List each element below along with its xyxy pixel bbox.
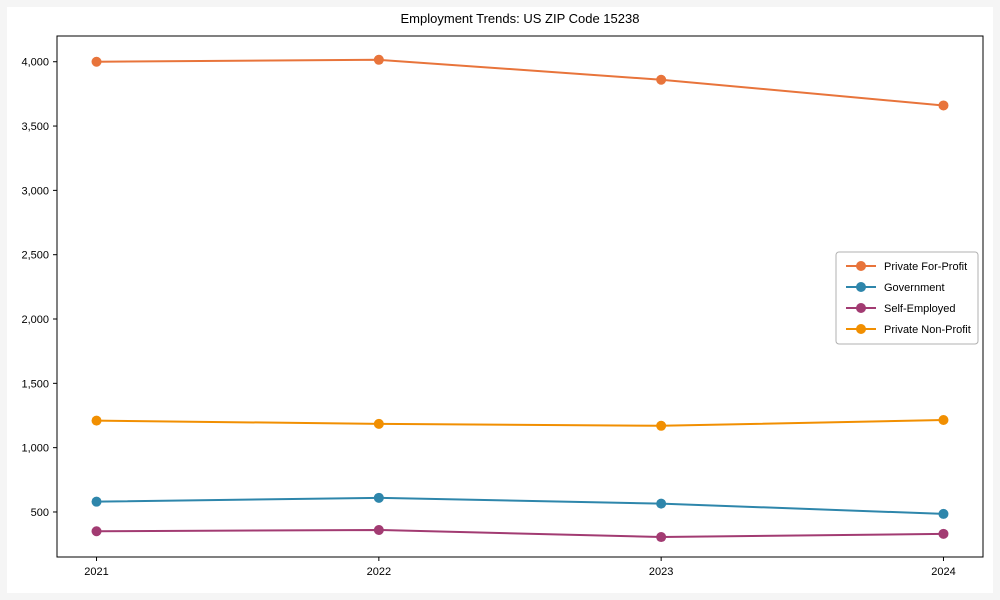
chart-figure <box>7 7 993 593</box>
data-point-private-for-profit <box>938 100 949 111</box>
y-axis-tick-label: 500 <box>31 507 49 519</box>
data-point-self-employed <box>656 532 667 543</box>
y-axis-tick-label: 3,000 <box>21 185 49 197</box>
x-axis-tick-label: 2024 <box>931 566 955 578</box>
legend-marker-dot <box>856 282 866 292</box>
legend-marker-dot <box>856 303 866 313</box>
series-line-government <box>96 496 944 515</box>
data-point-private-non-profit <box>373 418 384 429</box>
data-point-government <box>938 508 949 519</box>
legend-label: Private Non-Profit <box>884 324 971 336</box>
data-point-government <box>656 498 667 509</box>
legend-box <box>835 251 979 345</box>
legend-marker-dot <box>856 261 866 271</box>
y-axis-tick-label: 1,500 <box>21 378 49 390</box>
data-point-self-employed <box>938 528 949 539</box>
data-point-government <box>91 496 102 507</box>
data-point-private-non-profit <box>91 415 102 426</box>
y-axis-tick-label: 4,000 <box>21 57 49 69</box>
legend: Private For-Profit Government Self-Employe… <box>835 251 979 345</box>
legend-marker-dot <box>856 324 866 334</box>
legend-label: Private For-Profit <box>884 261 967 273</box>
x-axis-tick-label: 2021 <box>84 566 108 578</box>
series-line-private-non-profit <box>96 418 944 427</box>
series-line-private-for-profit <box>96 58 944 107</box>
data-point-private-for-profit <box>91 56 102 67</box>
data-point-private-non-profit <box>938 414 949 425</box>
y-axis-tick-label: 2,500 <box>21 250 49 262</box>
legend-item-government: Government <box>846 282 945 294</box>
y-axis-tick-label: 1,000 <box>21 443 49 455</box>
data-point-self-employed <box>91 526 102 537</box>
series-line-self-employed <box>96 528 944 539</box>
data-point-private-for-profit <box>373 54 384 65</box>
plot-border <box>56 35 984 558</box>
data-point-private-non-profit <box>656 420 667 431</box>
chart-title: Employment Trends: US ZIP Code 15238 <box>400 11 640 26</box>
y-axis-tick-label: 3,500 <box>21 121 49 133</box>
x-axis-tick-label: 2023 <box>649 566 673 578</box>
data-point-self-employed <box>373 524 384 535</box>
y-axis-tick-label: 2,000 <box>21 314 49 326</box>
legend-label: Government <box>884 282 945 294</box>
legend-item-private-non-profit: Private Non-Profit <box>846 324 971 336</box>
legend-label: Self-Employed <box>884 303 956 315</box>
x-axis-tick-label: 2022 <box>367 566 391 578</box>
data-point-government <box>373 492 384 503</box>
data-point-private-for-profit <box>656 74 667 85</box>
legend-item-self-employed: Self-Employed <box>846 303 956 315</box>
legend-item-private-for-profit: Private For-Profit <box>846 261 967 273</box>
